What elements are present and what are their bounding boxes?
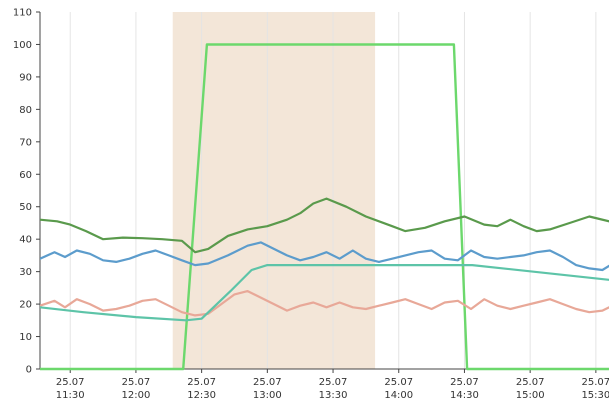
x-tick-label-time: 13:00	[253, 390, 282, 401]
y-tick-label: 110	[13, 8, 32, 19]
series-line-4	[40, 290, 609, 317]
series-line-2	[40, 197, 609, 254]
x-tick-label-time: 15:00	[516, 390, 545, 401]
x-tick-label-time: 14:30	[450, 390, 479, 401]
x-tick-label-date: 25.07	[516, 377, 545, 388]
x-tick-label-time: 15:30	[581, 390, 609, 401]
x-tick-label-date: 25.07	[122, 377, 151, 388]
x-tick-label-time: 11:30	[56, 390, 85, 401]
x-tick-label-date: 25.07	[582, 377, 609, 388]
y-tick-label: 0	[26, 365, 32, 376]
y-tick-label: 10	[19, 332, 32, 343]
x-tick-label-date: 25.07	[56, 377, 85, 388]
x-tick-label-date: 25.07	[319, 377, 348, 388]
series-line-3	[40, 241, 609, 272]
y-tick-label: 50	[19, 202, 32, 213]
x-tick-label-date: 25.07	[253, 377, 282, 388]
tick-label-layer: 0 10 20 30 40 50 60 70 80 90 100 110 25.07 11:30 25.07…	[13, 8, 609, 402]
x-tick-label-time: 14:00	[384, 390, 413, 401]
highlight-band	[172, 12, 376, 369]
y-tick-label: 60	[19, 170, 32, 181]
series-layer	[40, 43, 609, 371]
x-tick-label-date: 25.07	[187, 377, 216, 388]
series-line-1	[40, 43, 609, 371]
y-tick-label: 100	[13, 40, 32, 51]
y-tick-label: 20	[19, 300, 32, 311]
grid-layer	[69, 12, 597, 369]
highlight-band-layer	[172, 12, 376, 369]
x-tick-label-date: 25.07	[450, 377, 479, 388]
x-tick-label-time: 12:30	[187, 390, 216, 401]
series-line-5	[40, 264, 609, 322]
y-tick-label: 90	[19, 72, 32, 83]
x-tick-label-time: 12:00	[122, 390, 151, 401]
y-tick-label: 70	[19, 137, 32, 148]
y-tick-label: 30	[19, 267, 32, 278]
y-tick-label: 40	[19, 235, 32, 246]
x-tick-label-time: 13:30	[319, 390, 348, 401]
x-tick-label-date: 25.07	[384, 377, 413, 388]
y-tick-label: 80	[19, 105, 32, 116]
